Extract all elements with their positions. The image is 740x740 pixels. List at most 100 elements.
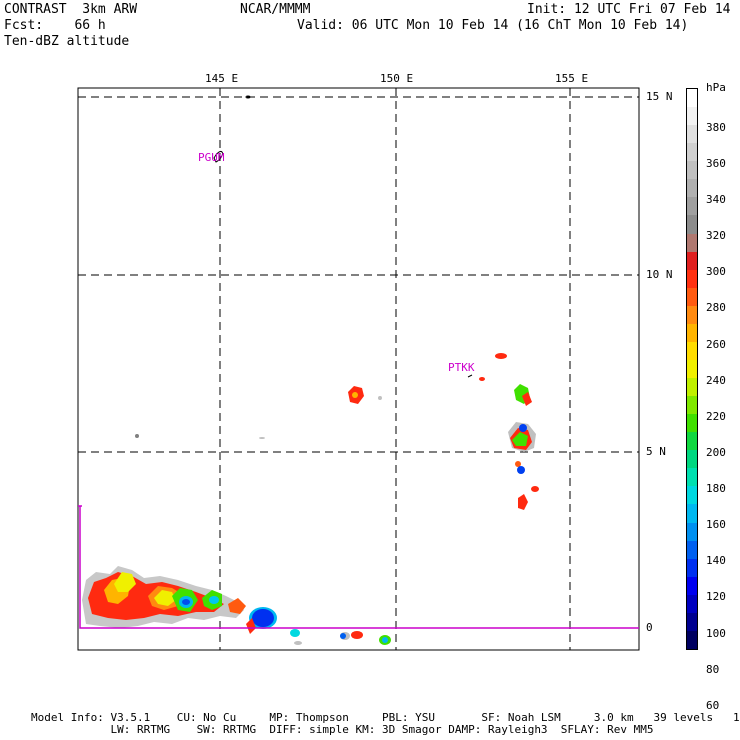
echo-central-orange [352,392,358,398]
echo-small-3-core [340,633,346,639]
colorbar-swatch [687,540,697,560]
echo-east-2 [479,377,485,381]
map-frame [77,87,640,651]
echo-yellow-mid [154,590,176,606]
colorbar-label: 180 [706,482,726,496]
colorbar-swatch [687,251,697,271]
echo-red-east [228,598,246,614]
colorbar-label: 380 [706,120,726,134]
colorbar-swatch [687,378,697,397]
echo-yellow-west [114,572,136,592]
colorbar-swatch [687,414,697,433]
chuuk-coastline [467,374,473,378]
lon-label-155e: 155 E [555,72,589,85]
colorbar-swatch [687,630,697,650]
colorbar-swatch [687,179,697,198]
guam-coastline [213,151,223,163]
colorbar-swatch [687,107,697,126]
colorbar-label: 80 [706,662,720,676]
colorbar-label: 200 [706,445,726,459]
colorbar-label: 320 [706,229,726,243]
colorbar [686,88,698,650]
colorbar-swatch [687,341,697,361]
colorbar-swatch [687,359,697,379]
colorbar-label: 340 [706,193,726,206]
colorbar-label: 220 [706,409,726,423]
echo-deep-core [252,609,274,627]
colorbar-swatch [687,486,697,505]
colorbar-label: 280 [706,301,726,315]
station-ptkk: PTKK [448,361,475,374]
echo-east-3b [522,392,532,406]
colorbar-label: 260 [706,337,726,351]
colorbar-swatch [687,576,697,596]
graticule [78,88,639,650]
echo-east-5 [515,461,521,467]
colorbar-swatch [687,287,697,307]
echo-red-deep [246,618,256,634]
organization: NCAR/MMMM [240,2,311,17]
colorbar-label: 300 [706,265,726,279]
echo-central-gray [378,396,382,400]
echo-small-2 [294,641,302,645]
colorbar-swatch [687,269,697,289]
model-title: CONTRAST 3km ARW [4,2,138,17]
echo-blue-mid [182,599,190,605]
echo-east-8 [518,494,528,510]
echo-east-6 [517,466,525,474]
echo-east-4-green [512,432,528,446]
colorbar-swatch [687,305,697,325]
echo-cyan-east [209,596,219,604]
island-north [245,95,251,99]
colorbar-label: 140 [706,554,726,568]
lat-label-15n: 15 N [646,90,673,103]
colorbar-swatch [687,89,697,108]
footer-physics-info: LW: RRTMG SW: RRTMG DIFF: simple KM: 3D … [31,723,654,736]
colorbar-label: 60 [706,698,720,712]
domain-boundary [79,506,639,629]
echo-dot-2 [259,437,265,439]
init-time: Init: 12 UTC Fri 07 Feb 14 [527,2,731,17]
colorbar-swatch [687,522,697,542]
echo-small-4 [351,631,363,639]
field-name: Ten-dBZ altitude [4,34,130,49]
forecast-hour: Fcst: 66 h [4,18,106,33]
echo-east-1 [495,353,507,359]
lon-label-145e: 145 E [205,72,239,85]
colorbar-label: 360 [706,156,726,170]
lat-label-10n: 10 N [646,268,673,281]
colorbar-swatch [687,215,697,234]
lon-label-150e: 150 E [380,72,414,85]
colorbar-label: 100 [706,626,726,640]
colorbar-swatch [687,468,697,487]
colorbar-swatch [687,125,697,144]
colorbar-unit: hPa [706,81,726,94]
colorbar-swatch [687,450,697,469]
colorbar-swatch [687,197,697,216]
colorbar-swatch [687,594,697,614]
colorbar-swatch [687,143,697,162]
echo-field [82,353,539,645]
colorbar-swatch [687,612,697,632]
footer-model-info: Model Info: V3.5.1 CU: No Cu MP: Thompso… [31,711,740,724]
lat-label-0: 0 [646,621,653,634]
colorbar-swatch [687,432,697,451]
colorbar-swatch [687,504,697,524]
colorbar-swatch [687,161,697,180]
colorbar-swatch [687,558,697,578]
colorbar-swatch [687,396,697,415]
lat-label-5n: 5 N [646,445,666,458]
echo-small-1 [290,629,300,637]
echo-east-7 [531,486,539,492]
colorbar-label: 160 [706,518,726,532]
colorbar-label: 240 [706,373,726,387]
station-pgum: PGUM [198,151,225,164]
colorbar-swatch [687,233,697,253]
echo-dot-1 [135,434,139,438]
valid-time: Valid: 06 UTC Mon 10 Feb 14 (16 ChT Mon … [297,18,689,33]
echo-small-5-core [382,637,388,643]
echo-east-4-blue [519,424,527,432]
colorbar-label: 120 [706,590,726,604]
